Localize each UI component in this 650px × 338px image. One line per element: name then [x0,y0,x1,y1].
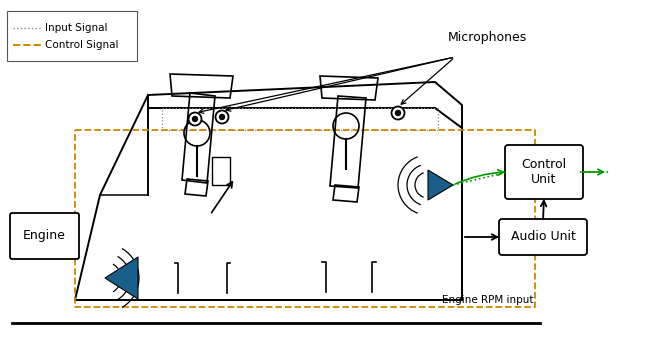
Text: Audio Unit: Audio Unit [510,231,575,243]
Text: Input Signal: Input Signal [45,23,107,33]
FancyBboxPatch shape [7,11,137,61]
Polygon shape [105,257,138,299]
Circle shape [220,115,224,120]
Circle shape [216,111,229,123]
Text: Engine RPM input: Engine RPM input [443,295,534,305]
FancyBboxPatch shape [505,145,583,199]
FancyBboxPatch shape [10,213,79,259]
Circle shape [391,106,404,120]
FancyBboxPatch shape [499,219,587,255]
Polygon shape [428,170,453,200]
Circle shape [395,111,400,116]
Circle shape [192,117,198,121]
FancyBboxPatch shape [212,157,230,185]
Text: Engine: Engine [23,230,66,242]
Text: Control
Unit: Control Unit [521,158,567,186]
Text: Control Signal: Control Signal [45,40,118,50]
Text: Microphones: Microphones [448,31,527,45]
Circle shape [188,113,202,125]
